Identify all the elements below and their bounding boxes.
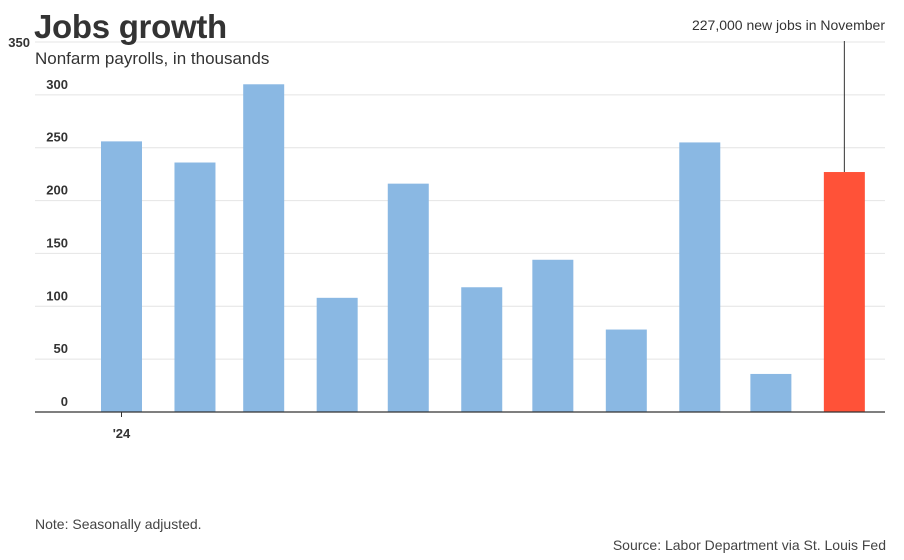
y-tick-label: 350: [8, 35, 30, 50]
y-tick-label: 50: [54, 341, 68, 356]
bar-2024-07: [532, 259, 574, 412]
chart-title: Jobs growth: [34, 8, 227, 45]
bar-2024-08: [605, 329, 647, 412]
bar-2024-09: [679, 142, 721, 412]
chart-subtitle: Nonfarm payrolls, in thousands: [35, 49, 270, 68]
bar-2024-02: [174, 162, 216, 412]
y-tick-label: 100: [46, 288, 68, 303]
bar-2024-06: [461, 287, 503, 412]
source: Source: Labor Department via St. Louis F…: [612, 537, 886, 553]
y-tick-label: 0: [61, 394, 68, 409]
bar-2024-04: [316, 297, 358, 412]
bar-2024-05: [387, 183, 429, 412]
x-tick-label: '24: [113, 426, 131, 441]
bar-2024-03: [243, 84, 285, 413]
note: Note: Seasonally adjusted.: [35, 516, 202, 532]
bar-2024-01: [101, 141, 142, 412]
y-tick-label: 250: [46, 130, 68, 145]
y-tick-label: 300: [46, 77, 68, 92]
y-tick-label: 200: [46, 183, 68, 198]
annotation-label: 227,000 new jobs in November: [691, 17, 885, 33]
bar-2024-11: [823, 172, 865, 412]
bar-2024-10: [750, 373, 792, 412]
y-tick-label: 150: [46, 235, 68, 250]
